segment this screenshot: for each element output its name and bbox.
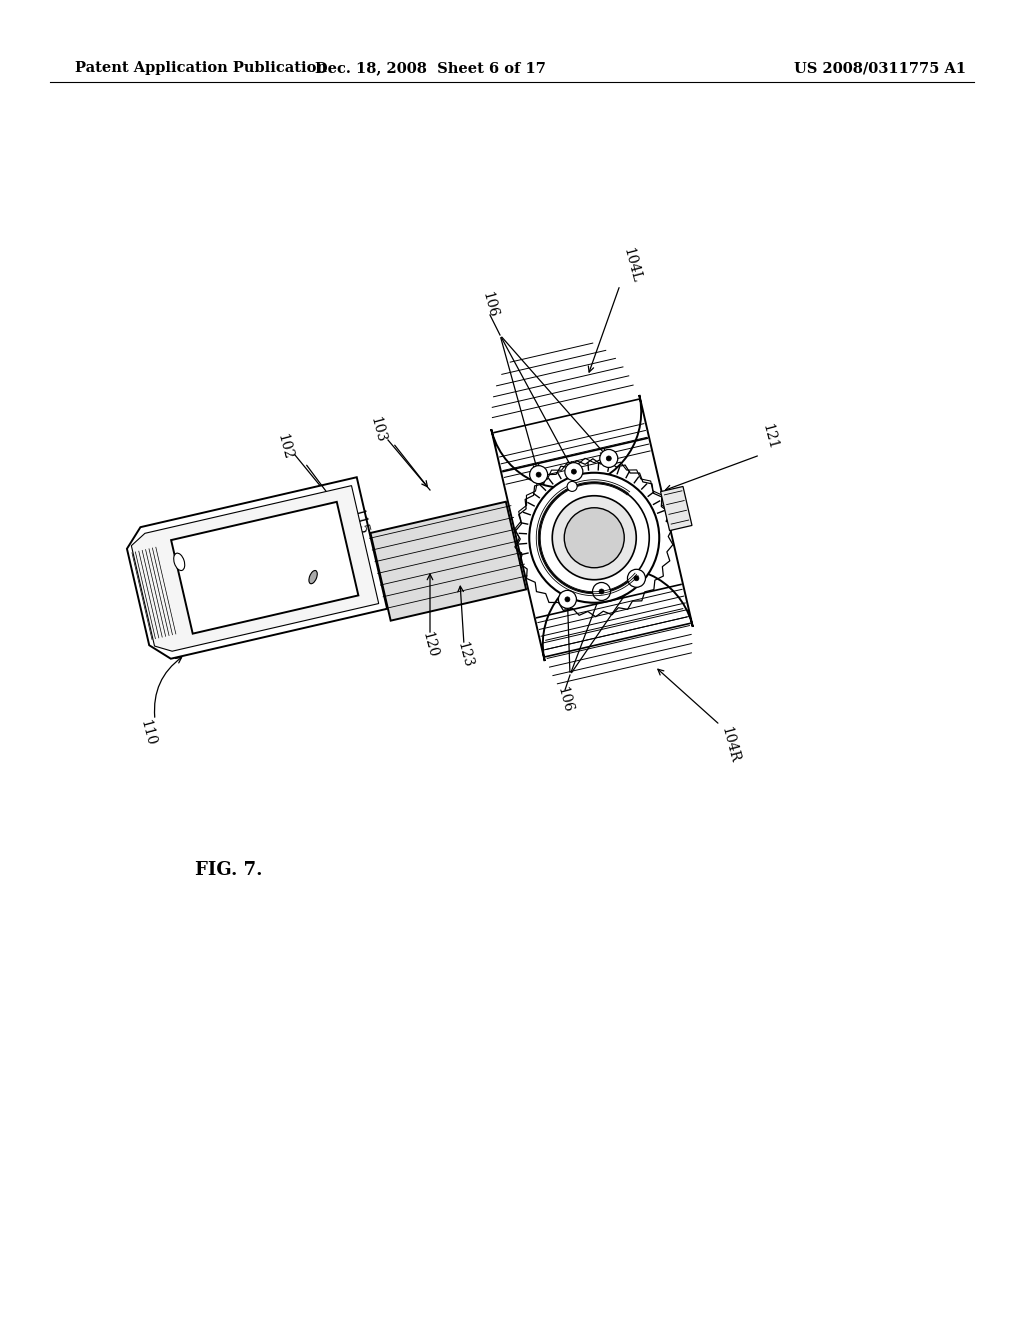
- Text: Dec. 18, 2008  Sheet 6 of 17: Dec. 18, 2008 Sheet 6 of 17: [314, 61, 546, 75]
- Circle shape: [634, 576, 639, 581]
- Text: FIG. 7.: FIG. 7.: [195, 861, 262, 879]
- Ellipse shape: [174, 553, 184, 570]
- Polygon shape: [492, 395, 693, 661]
- Polygon shape: [371, 502, 526, 620]
- Polygon shape: [660, 487, 692, 531]
- Text: 103: 103: [368, 416, 388, 445]
- Text: Patent Application Publication: Patent Application Publication: [75, 61, 327, 75]
- Circle shape: [529, 466, 548, 483]
- Circle shape: [606, 455, 611, 461]
- Circle shape: [558, 590, 577, 609]
- Text: 104L: 104L: [621, 246, 643, 284]
- Circle shape: [564, 508, 625, 568]
- Text: 123: 123: [455, 640, 475, 669]
- Polygon shape: [131, 486, 379, 651]
- Text: US 2008/0311775 A1: US 2008/0311775 A1: [794, 61, 966, 75]
- Circle shape: [567, 482, 578, 491]
- Circle shape: [628, 569, 645, 587]
- Text: 110: 110: [138, 718, 158, 747]
- Text: 102: 102: [274, 433, 295, 462]
- Circle shape: [565, 597, 570, 602]
- Text: 104R: 104R: [719, 726, 741, 764]
- Polygon shape: [127, 478, 387, 659]
- Circle shape: [599, 589, 604, 594]
- Circle shape: [593, 582, 610, 601]
- Circle shape: [540, 483, 649, 593]
- Text: 106: 106: [555, 685, 575, 714]
- Circle shape: [529, 473, 659, 603]
- Circle shape: [571, 469, 577, 474]
- Text: 106: 106: [480, 290, 500, 319]
- Circle shape: [552, 496, 636, 579]
- Text: 115: 115: [350, 507, 371, 537]
- Circle shape: [600, 449, 617, 467]
- Polygon shape: [171, 502, 358, 634]
- Text: 121: 121: [760, 422, 780, 451]
- Circle shape: [537, 473, 541, 477]
- Circle shape: [565, 462, 583, 480]
- Ellipse shape: [309, 570, 317, 583]
- Text: 120: 120: [420, 631, 440, 660]
